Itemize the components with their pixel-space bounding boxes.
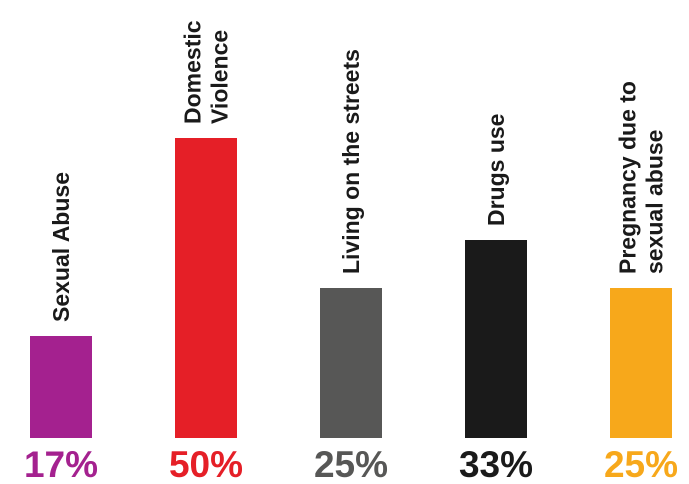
- bar-5: [610, 288, 672, 438]
- bar-1: [30, 336, 92, 438]
- bar-4-category-label: Drugs use: [483, 114, 509, 226]
- bar-4: [465, 240, 527, 438]
- bar-1-category-label: Sexual Abuse: [48, 172, 74, 322]
- bar-5-category-label: Pregnancy due tosexual abuse: [615, 81, 668, 274]
- bar-2: [175, 138, 237, 438]
- bar-2-value-label: 50%: [169, 444, 243, 484]
- bar-1-value-label: 17%: [24, 444, 98, 484]
- bar-4-value-label: 33%: [459, 444, 533, 484]
- bar-5-value-label: 25%: [604, 444, 678, 484]
- bar-3-category-label: Living on the streets: [338, 49, 364, 274]
- bar-3-value-label: 25%: [314, 444, 388, 484]
- bar-3: [320, 288, 382, 438]
- bar-2-category-label: DomesticViolence: [180, 20, 233, 124]
